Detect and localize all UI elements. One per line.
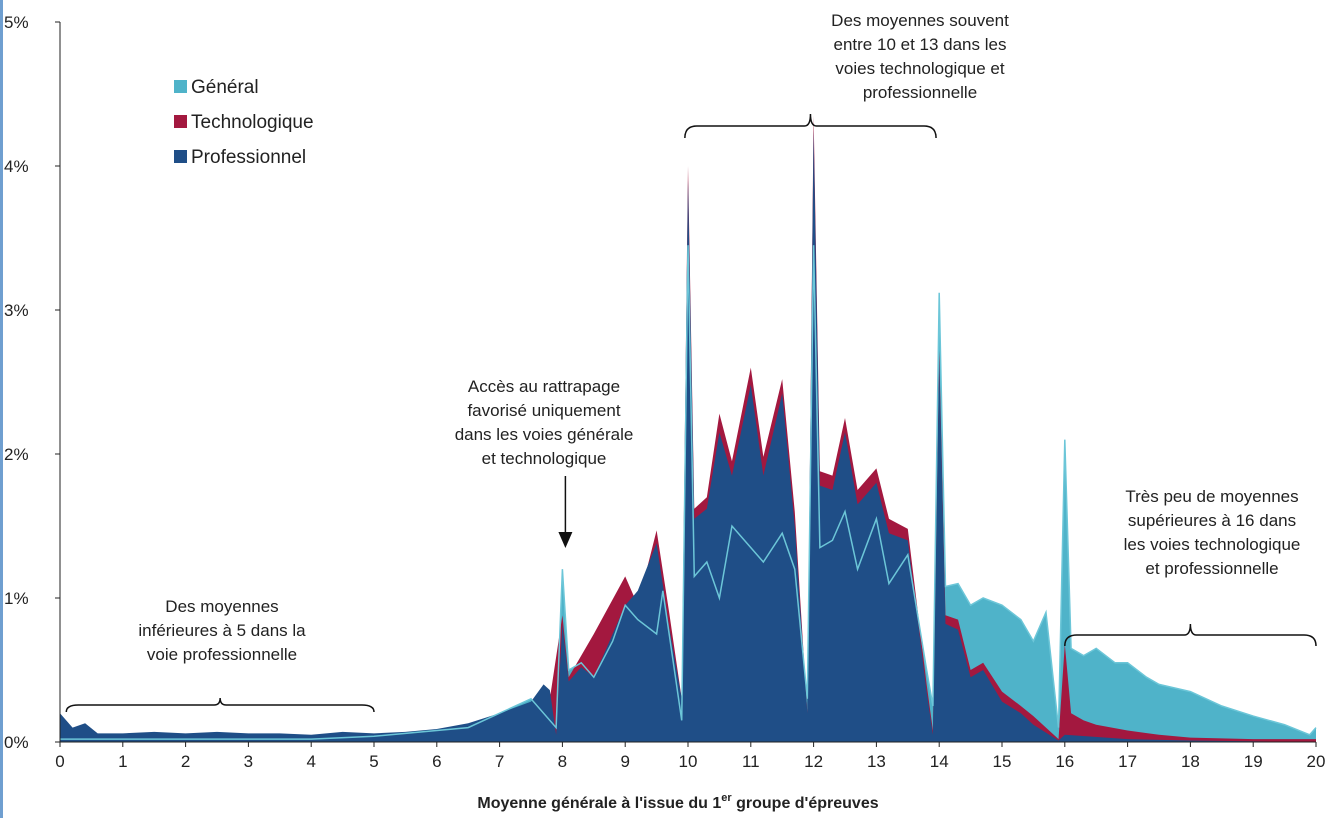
legend-swatch-general xyxy=(174,80,187,93)
brace-low-averages xyxy=(65,697,375,713)
annotation-mid-averages: Des moyennes souvent entre 10 et 13 dans … xyxy=(831,11,1009,102)
annotation-rattrapage-line: favorisé uniquement xyxy=(467,401,620,420)
y-tick-label: 0% xyxy=(4,733,29,752)
y-tick-group: 0% 1% 2% 3% 4% 5% xyxy=(4,13,60,752)
x-tick-label: 20 xyxy=(1307,752,1326,771)
x-tick-label: 7 xyxy=(495,752,504,771)
y-tick-label: 1% xyxy=(4,589,29,608)
x-axis-title: Moyenne générale à l'issue du 1er groupe… xyxy=(477,792,878,812)
annotation-rattrapage-line: et technologique xyxy=(482,449,607,468)
annotation-low-averages: Des moyennes inférieures à 5 dans la voie … xyxy=(138,597,306,664)
x-tick-label: 11 xyxy=(742,752,760,771)
x-tick-label: 0 xyxy=(55,752,64,771)
legend-label-general: Général xyxy=(191,77,259,98)
annotation-low-averages-line: voie professionnelle xyxy=(147,645,297,664)
brace-mid-averages xyxy=(684,113,937,139)
x-tick-label: 16 xyxy=(1055,752,1074,771)
annotation-group: Des moyennes inférieures à 5 dans la voie … xyxy=(65,11,1317,713)
line-general xyxy=(60,245,1317,740)
annotation-high-averages-line: et professionnelle xyxy=(1145,559,1278,578)
arrow-rattrapage-head xyxy=(558,532,573,548)
annotation-rattrapage-line: dans les voies générale xyxy=(455,425,634,444)
legend: Général Technologique Professionnel xyxy=(174,77,314,168)
x-tick-label: 1 xyxy=(118,752,127,771)
x-axis-title-end: groupe d'épreuves xyxy=(732,795,879,812)
legend-label-professionnel: Professionnel xyxy=(191,147,306,168)
y-tick-label: 3% xyxy=(4,301,29,320)
x-tick-label: 4 xyxy=(306,752,315,771)
annotation-mid-averages-line: entre 10 et 13 dans les xyxy=(834,35,1007,54)
annotation-low-averages-line: Des moyennes xyxy=(165,597,278,616)
x-tick-label: 14 xyxy=(930,752,949,771)
x-tick-label: 2 xyxy=(181,752,190,771)
x-tick-label: 17 xyxy=(1118,752,1137,771)
annotation-low-averages-line: inférieures à 5 dans la xyxy=(138,621,306,640)
annotation-mid-averages-line: voies technologique et xyxy=(835,59,1004,78)
y-tick-label: 4% xyxy=(4,157,29,176)
x-tick-label: 12 xyxy=(804,752,823,771)
x-axis-title-superscript: er xyxy=(721,792,732,804)
x-tick-label: 3 xyxy=(244,752,253,771)
legend-swatch-professionnel xyxy=(174,150,187,163)
x-tick-label: 9 xyxy=(620,752,629,771)
brace-high-averages xyxy=(1064,623,1317,647)
x-axis-title-main: Moyenne générale à l'issue du 1 xyxy=(477,795,721,812)
x-tick-label: 15 xyxy=(993,752,1012,771)
y-tick-label: 2% xyxy=(4,445,29,464)
x-tick-group: 0 1 2 3 4 5 6 7 8 9 10 11 12 13 14 15 16 17 18 19 20 xyxy=(55,742,1325,771)
annotation-high-averages: Très peu de moyennes supérieures à 16 dan… xyxy=(1124,487,1301,578)
annotation-rattrapage: Accès au rattrapage favorisé uniquement da… xyxy=(455,377,634,468)
area-professionnel xyxy=(60,130,1316,742)
x-tick-label: 5 xyxy=(369,752,378,771)
left-border xyxy=(0,0,3,818)
area-series-group xyxy=(60,115,1317,743)
annotation-high-averages-line: Très peu de moyennes xyxy=(1125,487,1298,506)
annotation-rattrapage-line: Accès au rattrapage xyxy=(468,377,620,396)
annotation-mid-averages-line: Des moyennes souvent xyxy=(831,11,1009,30)
x-tick-label: 18 xyxy=(1181,752,1200,771)
annotation-high-averages-line: les voies technologique xyxy=(1124,535,1301,554)
x-tick-label: 13 xyxy=(867,752,886,771)
legend-label-technologique: Technologique xyxy=(191,112,314,133)
x-tick-label: 19 xyxy=(1244,752,1263,771)
annotation-mid-averages-line: professionnelle xyxy=(863,83,977,102)
x-tick-label: 8 xyxy=(558,752,567,771)
x-tick-label: 10 xyxy=(679,752,698,771)
y-tick-label: 5% xyxy=(4,13,29,32)
annotation-high-averages-line: supérieures à 16 dans xyxy=(1128,511,1296,530)
legend-swatch-technologique xyxy=(174,115,187,128)
x-tick-label: 6 xyxy=(432,752,441,771)
